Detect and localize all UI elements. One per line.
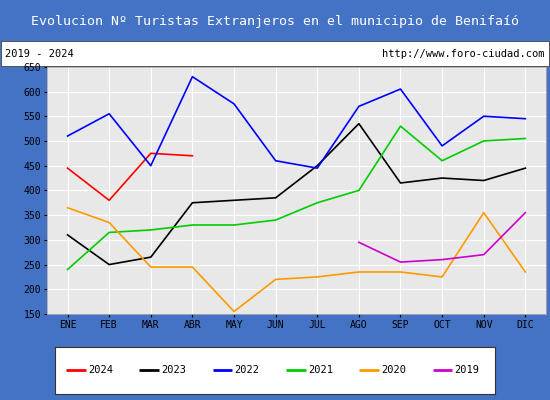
Text: 2023: 2023 — [161, 366, 186, 375]
Text: Evolucion Nº Turistas Extranjeros en el municipio de Benifaíó: Evolucion Nº Turistas Extranjeros en el … — [31, 14, 519, 28]
Text: 2019 - 2024: 2019 - 2024 — [6, 49, 74, 59]
Text: 2019: 2019 — [455, 366, 480, 375]
Text: 2021: 2021 — [308, 366, 333, 375]
Text: 2022: 2022 — [235, 366, 260, 375]
Text: 2024: 2024 — [88, 366, 113, 375]
Text: http://www.foro-ciudad.com: http://www.foro-ciudad.com — [382, 49, 544, 59]
Text: 2020: 2020 — [381, 366, 406, 375]
